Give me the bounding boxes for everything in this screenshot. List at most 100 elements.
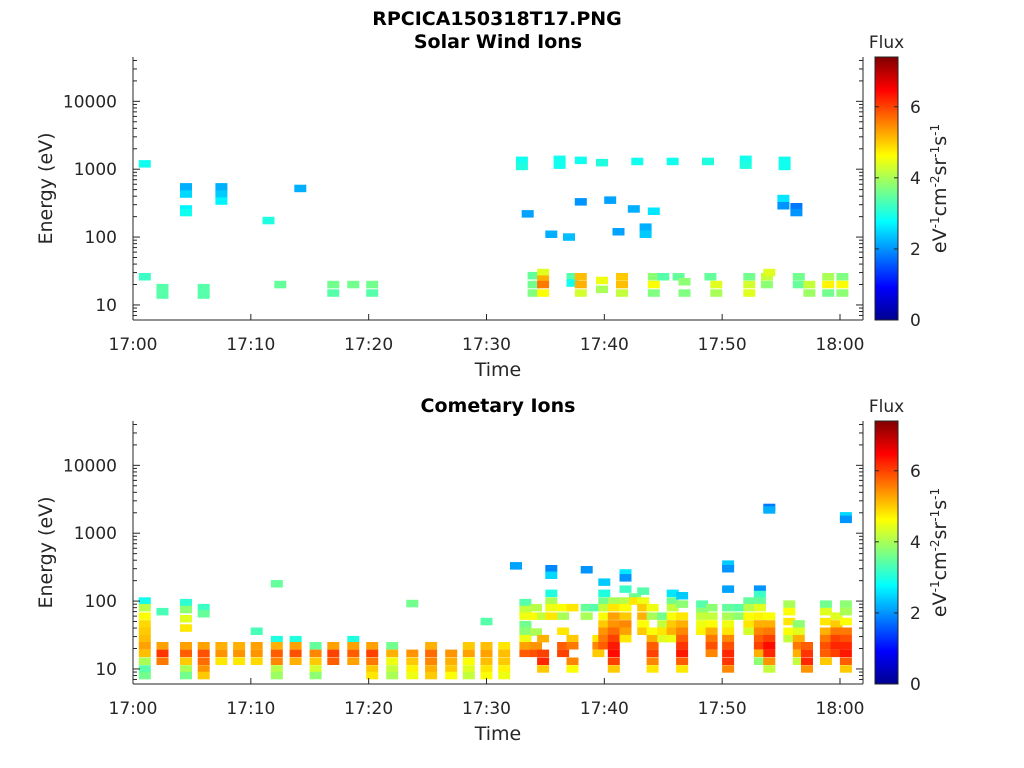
heatmap-cell <box>197 610 210 618</box>
heatmap-cell <box>616 289 628 297</box>
heatmap-cell <box>180 665 192 673</box>
heatmap-cell <box>612 228 625 236</box>
heatmap-cell <box>783 607 796 616</box>
heatmap-cell <box>180 598 192 607</box>
heatmap-cell <box>657 620 670 628</box>
heatmap-cell <box>386 671 399 680</box>
heatmap-cell <box>519 605 532 614</box>
heatmap-cell <box>646 649 659 658</box>
heatmap-cell <box>386 657 399 665</box>
heatmap-cell <box>180 671 192 680</box>
heatmap-cell <box>666 620 679 628</box>
heatmap-cell <box>830 649 843 658</box>
heatmap-cell <box>619 603 632 612</box>
x-tick-label: 17:10 <box>226 335 275 355</box>
heatmap-cell <box>598 642 611 650</box>
heatmap-cell <box>819 600 832 608</box>
heatmap-cell <box>138 612 151 620</box>
heatmap-cell <box>366 280 379 289</box>
heatmap-cell <box>519 642 532 650</box>
heatmap-cell <box>598 612 611 620</box>
heatmap-cell <box>672 273 685 281</box>
heatmap-cell <box>619 620 632 628</box>
heatmap-cell <box>598 603 611 612</box>
heatmap-cell <box>309 657 322 665</box>
heatmap-cell <box>676 642 689 650</box>
heatmap-cell <box>705 649 718 658</box>
heatmap-cell <box>498 642 511 650</box>
heatmap-cell <box>406 665 419 673</box>
heatmap-cell <box>366 665 379 673</box>
heatmap-cell <box>138 620 151 628</box>
heatmap-cell <box>462 665 475 673</box>
heatmap-cell <box>197 671 210 680</box>
heatmap-cell <box>778 156 791 165</box>
heatmap-cell <box>557 612 570 620</box>
heatmap-cell <box>574 156 587 165</box>
heatmap-cell <box>753 657 766 665</box>
heatmap-cell <box>347 657 360 665</box>
heatmap-cell <box>657 612 670 620</box>
heatmap-cell <box>830 642 843 650</box>
heatmap-cell <box>406 599 419 608</box>
heatmap-cell <box>519 598 532 607</box>
heatmap-cell <box>830 634 843 643</box>
heatmap-cell <box>819 627 832 635</box>
panel-title: Solar Wind Ions <box>414 31 582 53</box>
solar-wind-panel: Solar Wind Ions 17:00 17:10 17:20 17:30 17:40… <box>35 31 951 381</box>
heatmap-cell <box>156 657 169 665</box>
heatmap-cell <box>197 283 210 292</box>
heatmap-cell <box>722 649 735 658</box>
heatmap-cell <box>830 627 843 635</box>
heatmap-cell <box>180 615 192 623</box>
heatmap-cell <box>777 194 790 203</box>
heatmap-cell <box>498 657 511 665</box>
heatmap-cell <box>197 291 210 299</box>
heatmap-cell <box>637 612 650 620</box>
heatmap-cell <box>637 587 650 595</box>
heatmap-cell <box>598 627 611 635</box>
heatmap-cell <box>566 279 579 287</box>
heatmap-cell <box>215 657 228 665</box>
heatmap-cell <box>553 161 566 169</box>
heatmap-cell <box>722 657 735 665</box>
heatmap-cell <box>702 157 714 166</box>
heatmap-cell <box>327 649 340 658</box>
heatmap-cell <box>819 634 832 643</box>
heatmap-cell <box>836 273 849 281</box>
colorbar-tick-label: 4 <box>910 169 921 189</box>
heatmap-cell <box>639 223 652 231</box>
heatmap-cell <box>197 649 210 658</box>
heatmap-cell <box>250 642 263 650</box>
heatmap-cell <box>274 280 287 289</box>
y-tick-label: 10000 <box>63 456 117 476</box>
heatmap-cell <box>270 642 283 650</box>
heatmap-cell <box>637 603 650 612</box>
heatmap-cell <box>616 273 628 281</box>
heatmap-cell <box>366 657 379 665</box>
colorbar <box>874 420 899 685</box>
heatmap-cell <box>676 665 689 673</box>
heatmap-cell <box>425 657 438 665</box>
heatmap-cell <box>822 280 835 289</box>
heatmap-cell <box>545 571 558 579</box>
heatmap-cell <box>557 627 570 635</box>
heatmap-cell <box>763 665 776 673</box>
heatmap-cell <box>598 634 611 643</box>
heatmap-cell <box>596 158 608 167</box>
heatmap-cell <box>696 612 709 620</box>
heatmap-cell <box>425 649 438 658</box>
heatmap-cell <box>696 620 709 628</box>
heatmap-cell <box>819 607 832 616</box>
heatmap-cell <box>537 289 550 297</box>
heatmap-cell <box>309 642 322 650</box>
heatmap-cell <box>270 635 283 644</box>
heatmap-cell <box>778 162 791 171</box>
heatmap-cell <box>537 268 550 277</box>
heatmap-cell <box>696 607 709 616</box>
heatmap-cell <box>537 649 550 658</box>
heatmap-cell <box>180 649 192 658</box>
heatmap-cell <box>619 585 632 593</box>
heatmap-cell <box>839 642 852 650</box>
heatmap-cell <box>574 198 587 206</box>
